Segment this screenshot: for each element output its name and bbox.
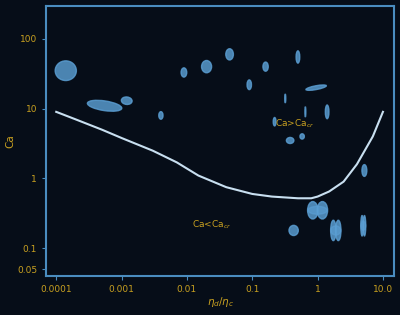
Ellipse shape — [300, 134, 304, 139]
Ellipse shape — [226, 49, 233, 60]
Ellipse shape — [202, 60, 212, 73]
Ellipse shape — [55, 61, 76, 81]
Ellipse shape — [336, 220, 341, 241]
Text: Ca<Ca$_{cr}$: Ca<Ca$_{cr}$ — [192, 218, 232, 231]
Ellipse shape — [362, 165, 367, 176]
Ellipse shape — [361, 215, 363, 236]
Ellipse shape — [273, 117, 276, 126]
X-axis label: $\eta_d/\eta_c$: $\eta_d/\eta_c$ — [206, 295, 234, 309]
Ellipse shape — [361, 221, 366, 230]
Ellipse shape — [308, 202, 318, 219]
Text: Ca>Ca$_{cr}$: Ca>Ca$_{cr}$ — [275, 118, 314, 130]
Ellipse shape — [285, 94, 286, 103]
Ellipse shape — [308, 206, 327, 214]
Ellipse shape — [363, 215, 366, 236]
Ellipse shape — [306, 85, 326, 90]
Ellipse shape — [181, 68, 187, 77]
Ellipse shape — [247, 80, 252, 90]
Ellipse shape — [331, 226, 341, 235]
Ellipse shape — [286, 137, 294, 144]
Ellipse shape — [289, 225, 298, 236]
Ellipse shape — [317, 202, 328, 219]
Ellipse shape — [87, 100, 122, 111]
Ellipse shape — [263, 62, 268, 71]
Ellipse shape — [325, 105, 329, 119]
Ellipse shape — [331, 220, 336, 241]
Ellipse shape — [296, 51, 300, 63]
Ellipse shape — [305, 107, 306, 117]
Ellipse shape — [121, 97, 132, 105]
Y-axis label: Ca: Ca — [6, 134, 16, 148]
Ellipse shape — [159, 112, 163, 119]
